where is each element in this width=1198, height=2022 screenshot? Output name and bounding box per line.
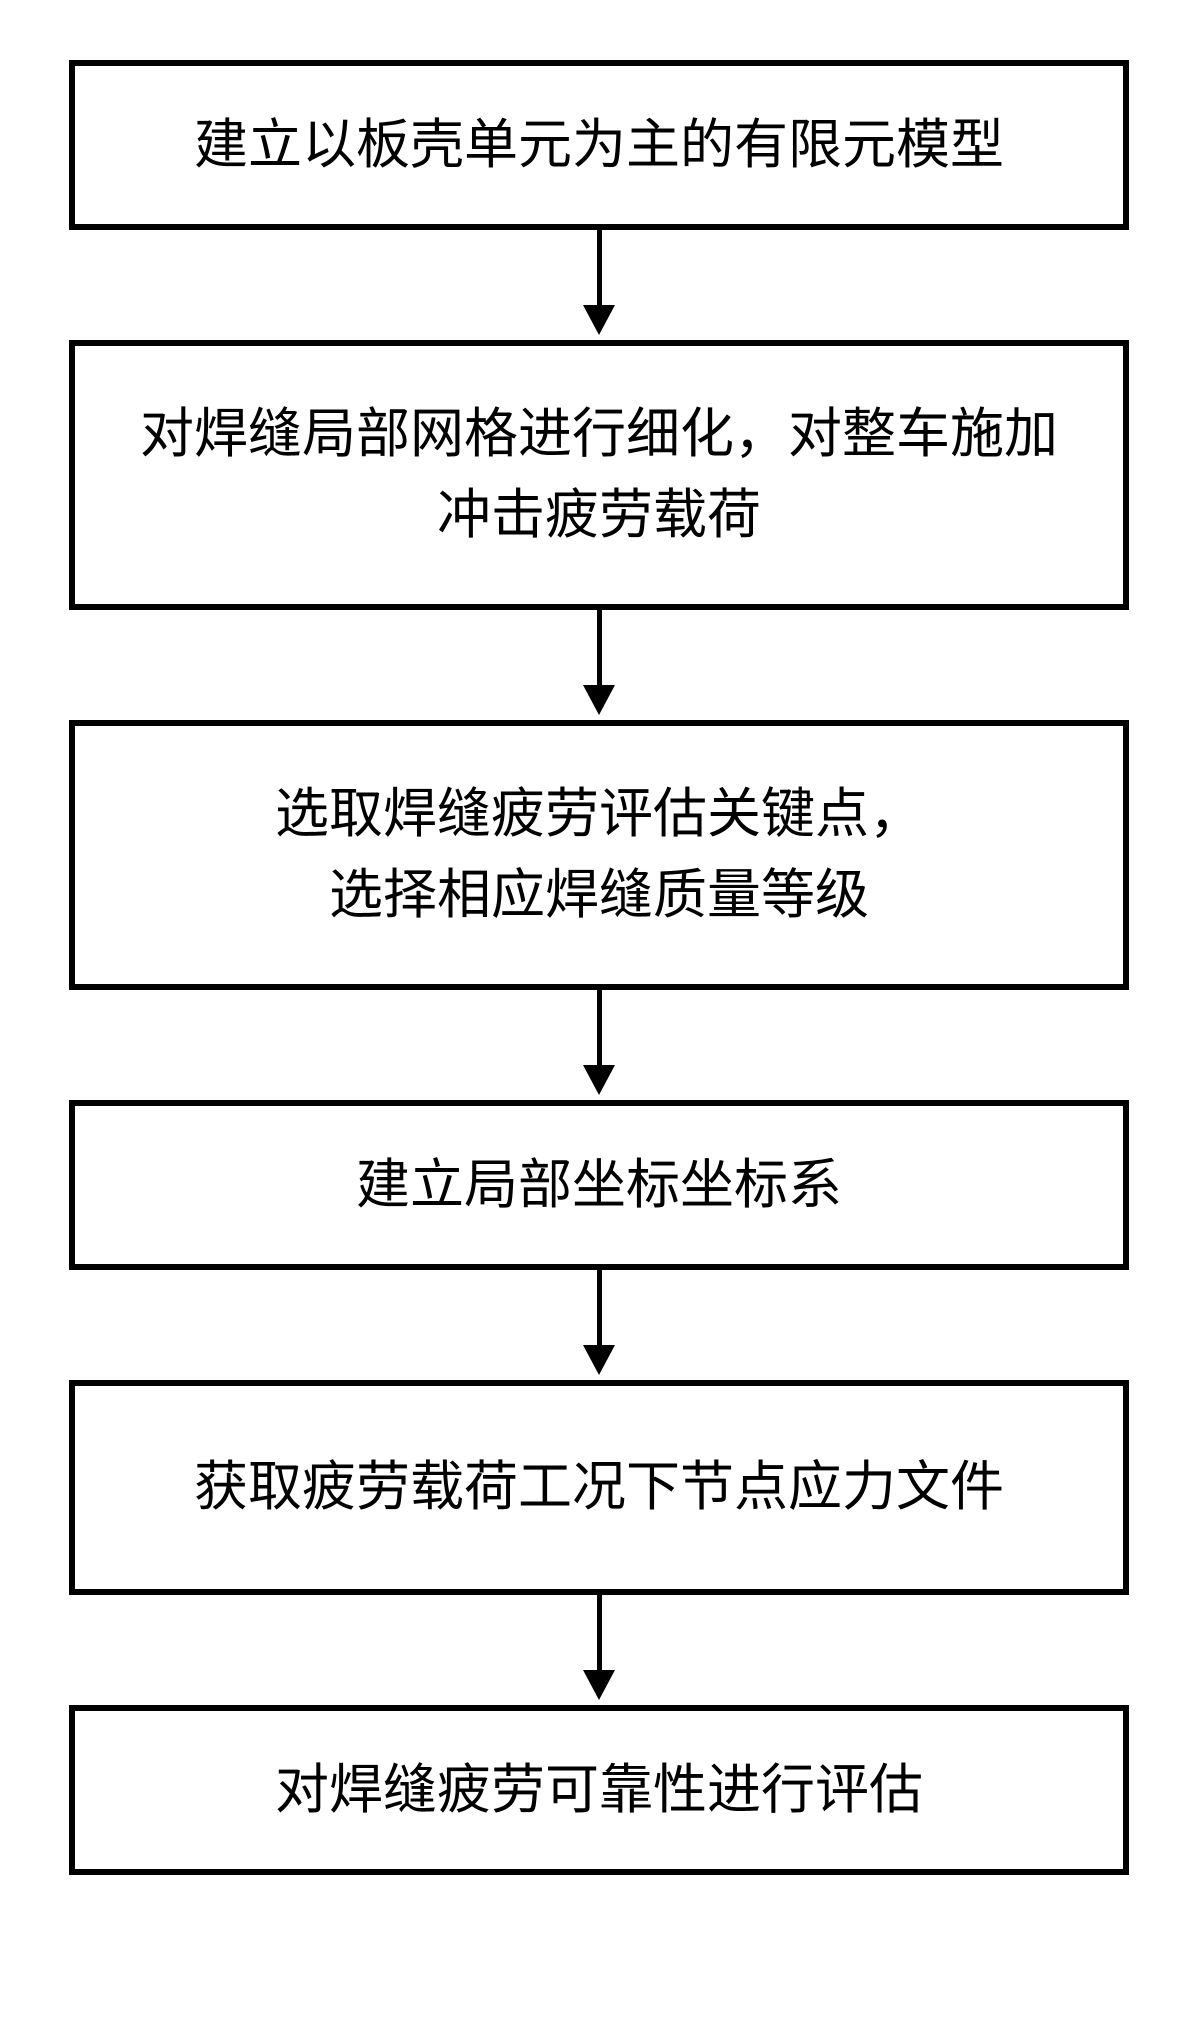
arrow-line: [597, 990, 602, 1065]
flowchart-step-4: 建立局部坐标坐标系: [69, 1100, 1129, 1270]
arrow-3-4: [583, 990, 615, 1100]
arrow-head-icon: [583, 685, 615, 715]
step-1-text: 建立以板壳单元为主的有限元模型: [194, 105, 1004, 186]
step-5-text: 获取疲劳载荷工况下节点应力文件: [194, 1447, 1004, 1528]
flowchart-step-5: 获取疲劳载荷工况下节点应力文件: [69, 1380, 1129, 1595]
arrow-head-icon: [583, 1345, 615, 1375]
arrow-5-6: [583, 1595, 615, 1705]
arrow-line: [597, 610, 602, 685]
arrow-line: [597, 1595, 602, 1670]
flowchart-container: 建立以板壳单元为主的有限元模型 对焊缝局部网格进行细化，对整车施加冲击疲劳载荷 …: [0, 0, 1198, 1875]
arrow-2-3: [583, 610, 615, 720]
arrow-line: [597, 230, 602, 305]
arrow-1-2: [583, 230, 615, 340]
arrow-head-icon: [583, 305, 615, 335]
flowchart-step-3: 选取焊缝疲劳评估关键点，选择相应焊缝质量等级: [69, 720, 1129, 990]
arrow-head-icon: [583, 1670, 615, 1700]
arrow-line: [597, 1270, 602, 1345]
flowchart-step-6: 对焊缝疲劳可靠性进行评估: [69, 1705, 1129, 1875]
step-4-text: 建立局部坐标坐标系: [356, 1145, 842, 1226]
step-2-text: 对焊缝局部网格进行细化，对整车施加冲击疲劳载荷: [115, 394, 1083, 556]
arrow-head-icon: [583, 1065, 615, 1095]
flowchart-step-2: 对焊缝局部网格进行细化，对整车施加冲击疲劳载荷: [69, 340, 1129, 610]
step-6-text: 对焊缝疲劳可靠性进行评估: [275, 1750, 923, 1831]
arrow-4-5: [583, 1270, 615, 1380]
flowchart-step-1: 建立以板壳单元为主的有限元模型: [69, 60, 1129, 230]
step-3-text: 选取焊缝疲劳评估关键点，选择相应焊缝质量等级: [275, 774, 923, 936]
